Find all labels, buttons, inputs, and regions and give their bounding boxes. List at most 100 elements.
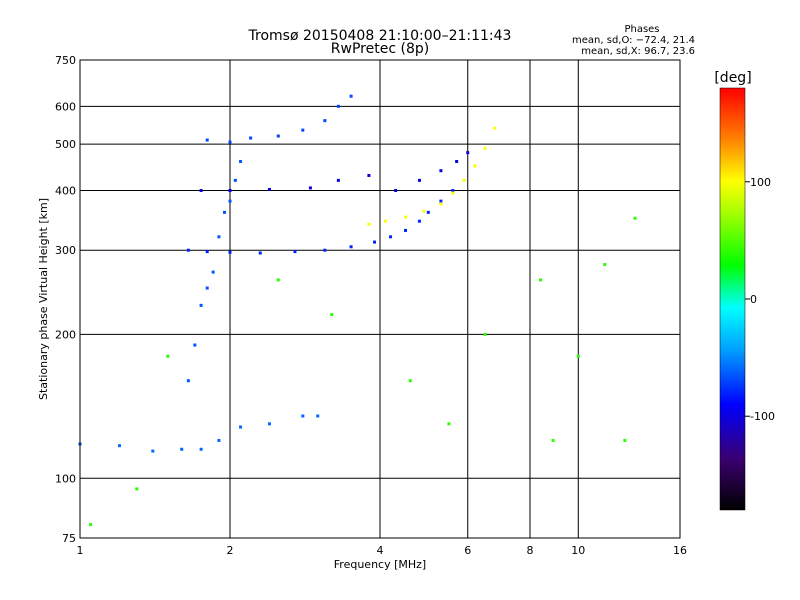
data-point	[447, 422, 451, 426]
data-point	[417, 219, 421, 223]
y-tick-label: 600	[55, 100, 76, 113]
data-point	[258, 251, 262, 255]
data-point	[426, 210, 430, 214]
data-point	[539, 278, 543, 282]
data-point	[217, 235, 221, 239]
data-point	[151, 449, 155, 453]
stats-line-o: mean, sd,O: −72.4, 21.4	[572, 35, 695, 46]
chart-title: Tromsø 20150408 21:10:00–21:11:43	[248, 28, 512, 44]
x-tick-label: 10	[571, 544, 585, 557]
data-point	[623, 438, 627, 442]
data-point	[186, 379, 190, 383]
data-point	[633, 216, 637, 220]
data-point	[239, 159, 243, 163]
data-point	[451, 188, 455, 192]
colorbar	[719, 87, 746, 511]
data-point	[186, 248, 190, 252]
data-point	[389, 235, 393, 239]
data-point	[228, 250, 232, 254]
data-point	[239, 425, 243, 429]
data-point	[323, 119, 327, 123]
data-point	[367, 222, 371, 226]
y-axis-ticks: 75 100 200 300 400 500 600 750	[55, 54, 76, 545]
data-point	[603, 263, 607, 267]
data-point	[199, 303, 203, 307]
y-tick-label: 500	[55, 138, 76, 151]
data-point	[483, 332, 487, 336]
data-point	[228, 188, 232, 192]
chart-subtitle: RwPretec (8p)	[331, 41, 429, 57]
y-tick-label: 75	[62, 532, 76, 545]
data-point	[308, 186, 312, 190]
y-tick-label: 750	[55, 54, 76, 67]
data-point	[408, 379, 412, 383]
plot-frame	[79, 59, 681, 539]
data-point	[336, 178, 340, 182]
data-point	[193, 343, 197, 347]
data-point	[330, 313, 334, 317]
data-point	[117, 444, 121, 448]
x-axis-ticks: 1 2 4 6 8 10 16	[77, 544, 688, 557]
x-tick-label: 4	[377, 544, 384, 557]
data-point	[455, 159, 459, 163]
data-point	[394, 188, 398, 192]
y-axis-label: Stationary phase Virtual Height [km]	[37, 198, 50, 400]
colorbar-label: [deg]	[714, 70, 751, 86]
y-tick-label: 200	[55, 328, 76, 341]
data-point	[451, 191, 455, 195]
data-point	[233, 178, 237, 182]
data-point	[483, 146, 487, 150]
data-point	[349, 94, 353, 98]
x-tick-label: 16	[673, 544, 687, 557]
data-point	[211, 270, 215, 274]
data-point	[422, 209, 426, 213]
data-point	[217, 438, 221, 442]
data-point	[301, 128, 305, 132]
stats-line-x: mean, sd,X: 96.7, 23.6	[581, 46, 695, 57]
data-point	[228, 199, 232, 203]
x-tick-label: 8	[527, 544, 534, 557]
colorbar-tick-label: 100	[750, 176, 771, 189]
data-point	[349, 245, 353, 249]
data-point	[439, 199, 443, 203]
data-point	[323, 248, 327, 252]
data-point	[403, 215, 407, 219]
x-tick-label: 6	[464, 544, 471, 557]
data-point	[493, 126, 497, 130]
data-point	[228, 140, 232, 144]
data-point	[439, 202, 443, 206]
data-point	[473, 164, 477, 168]
colorbar-tick-label: 0	[750, 293, 757, 306]
data-point	[89, 523, 93, 527]
data-point	[135, 487, 139, 491]
data-point	[276, 134, 280, 138]
data-point	[223, 210, 227, 214]
x-tick-label: 1	[77, 544, 84, 557]
data-point	[267, 422, 271, 426]
data-point	[417, 178, 421, 182]
stats-heading: Phases	[624, 24, 659, 35]
data-point	[439, 169, 443, 173]
grid-lines	[80, 60, 680, 538]
colorbar-ticks: 100 0 -100	[745, 176, 775, 423]
data-point	[276, 278, 280, 282]
data-point	[205, 286, 209, 290]
data-point	[367, 173, 371, 177]
data-point	[373, 240, 377, 244]
data-point	[180, 447, 184, 451]
data-point	[336, 104, 340, 108]
data-point	[205, 138, 209, 142]
data-point	[551, 438, 555, 442]
data-point	[199, 188, 203, 192]
data-point	[249, 136, 253, 140]
data-point	[466, 151, 470, 155]
y-tick-label: 400	[55, 184, 76, 197]
y-tick-label: 300	[55, 244, 76, 257]
x-axis-label: Frequency [MHz]	[334, 558, 426, 571]
data-point	[576, 354, 580, 358]
data-point	[199, 447, 203, 451]
data-points	[78, 94, 637, 527]
colorbar-tick-label: -100	[750, 410, 775, 423]
data-point	[166, 354, 170, 358]
